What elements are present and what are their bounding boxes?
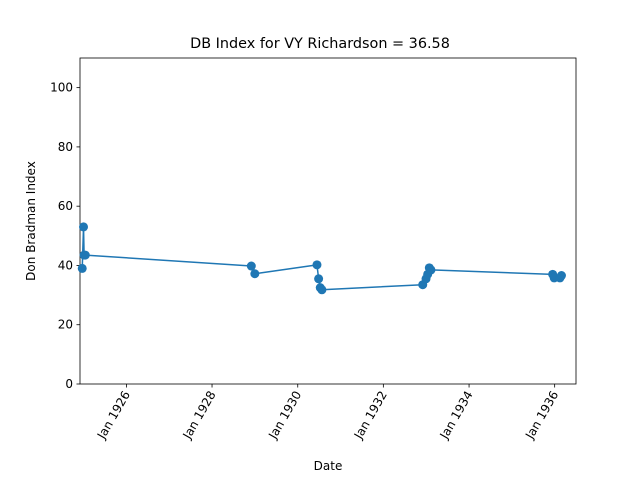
series-layer [77,222,566,295]
data-point [79,222,89,232]
y-tick-label: 80 [58,140,73,154]
data-point [314,274,324,284]
x-axis-label: Date [314,459,343,473]
y-axis-label: Don Bradman Index [24,161,38,281]
y-tick-label: 20 [58,318,73,332]
data-point [312,260,322,270]
y-tick-label: 0 [65,377,73,391]
chart-title: DB Index for VY Richardson = 36.58 [190,36,450,52]
data-point [80,250,90,260]
data-point [556,271,566,281]
data-point [246,261,256,271]
data-point [426,265,436,275]
axes-frame [79,57,577,385]
data-point [77,263,87,273]
y-tick-label: 60 [58,199,73,213]
data-point [250,269,260,279]
y-tick-label: 40 [58,258,73,272]
data-point [317,285,327,295]
y-tick-label: 100 [50,81,73,95]
y-axis: 0 20 40 60 80 100 [50,81,80,391]
